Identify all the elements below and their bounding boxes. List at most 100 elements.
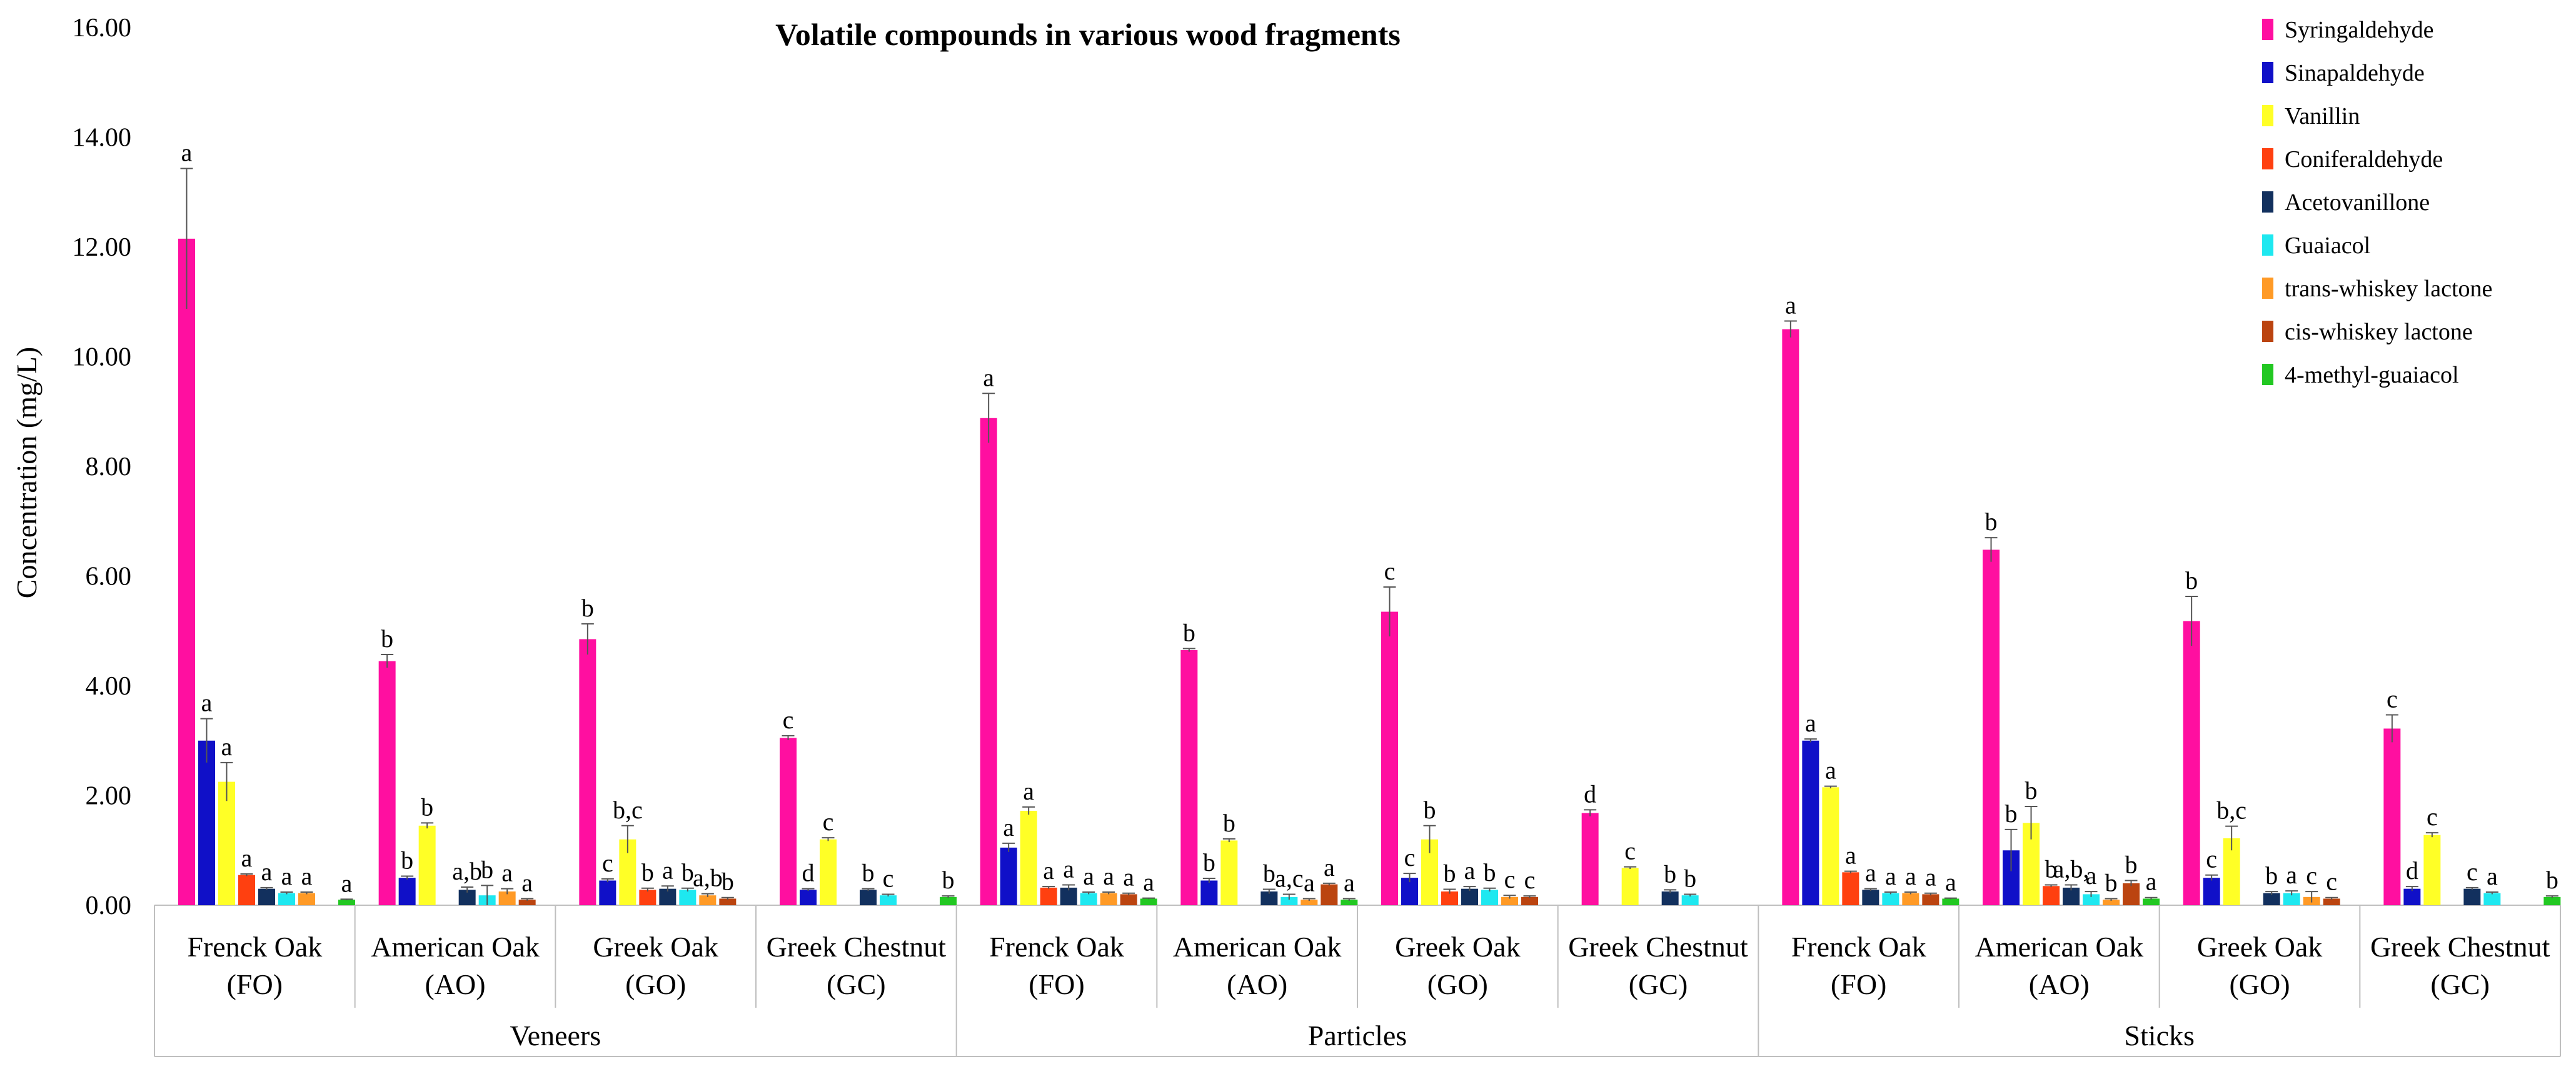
- significance-label: b: [1444, 860, 1456, 888]
- significance-label: a: [181, 139, 193, 167]
- significance-label: a: [1805, 709, 1816, 737]
- legend-swatch: [2262, 148, 2273, 169]
- bar: [599, 880, 616, 905]
- significance-label: b: [1484, 858, 1496, 886]
- y-tick-label: 10.00: [73, 343, 132, 372]
- significance-label: c: [2206, 845, 2217, 873]
- significance-label: b: [2105, 868, 2118, 896]
- category-label: (GC): [1629, 968, 1688, 1000]
- y-tick-label: 4.00: [86, 672, 132, 701]
- bars-layer: [178, 168, 2561, 905]
- category-label: (GC): [827, 968, 886, 1000]
- bar: [880, 895, 897, 905]
- significance-label: a: [201, 689, 213, 717]
- category-label: (FO): [1029, 968, 1084, 1000]
- significance-label: b: [1223, 809, 1235, 837]
- significance-label: d: [1584, 780, 1596, 808]
- significance-label: b: [1664, 860, 1676, 888]
- significance-label: a: [1023, 777, 1034, 805]
- category-label: American Oak: [1975, 931, 2144, 963]
- bar: [1341, 900, 1358, 905]
- significance-label: d: [802, 859, 815, 887]
- bar: [1842, 872, 1859, 905]
- bar: [1100, 893, 1117, 905]
- significance-label: a: [341, 869, 353, 897]
- significance-label: a: [501, 859, 513, 887]
- significance-label: a: [1885, 862, 1896, 890]
- significance-label: a: [1785, 291, 1796, 319]
- bar: [1802, 740, 1819, 905]
- significance-label: a: [1344, 868, 1355, 896]
- group-label: Particles: [1308, 1020, 1407, 1051]
- significance-label: b: [1263, 860, 1275, 888]
- y-tick-label: 2.00: [86, 782, 132, 811]
- y-tick-label: 12.00: [73, 233, 132, 262]
- significance-label: a: [2286, 861, 2297, 889]
- bar: [1902, 893, 1919, 905]
- legend-entry: Coniferaldehyde: [2285, 146, 2443, 173]
- significance-label: b: [2025, 776, 2038, 805]
- category-label: (FO): [227, 968, 283, 1000]
- category-label: Greek Chestnut: [1568, 931, 1748, 963]
- bar: [418, 825, 436, 905]
- significance-label: c: [2326, 868, 2337, 896]
- bar: [1862, 890, 1879, 905]
- bar: [378, 661, 396, 905]
- significance-label: a: [1043, 856, 1054, 885]
- category-label: (FO): [1831, 968, 1886, 1000]
- category-label: Greek Oak: [2197, 931, 2323, 963]
- bar: [699, 895, 717, 905]
- y-tick-label: 14.00: [73, 124, 132, 153]
- bar: [1140, 898, 1157, 905]
- bar: [2543, 896, 2561, 905]
- bar: [2483, 893, 2501, 905]
- y-tick-label: 0.00: [86, 891, 132, 920]
- bar: [1501, 896, 1518, 905]
- legend-entry: cis-whiskey lactone: [2285, 319, 2473, 345]
- category-label: Greek Oak: [1395, 931, 1521, 963]
- bar: [2263, 893, 2280, 905]
- significance-label: b: [481, 855, 493, 883]
- significance-label: b: [1985, 508, 1998, 536]
- legend-swatch: [2262, 321, 2273, 342]
- bar: [2083, 894, 2100, 905]
- bar: [2323, 898, 2340, 905]
- significance-label: a: [1945, 868, 1956, 896]
- bar: [1401, 878, 1418, 905]
- significance-label: b: [2546, 866, 2558, 894]
- significance-label: b: [421, 793, 433, 821]
- significance-label: b: [401, 846, 413, 874]
- bar: [198, 740, 215, 905]
- bar: [1321, 884, 1338, 905]
- category-label: (GO): [625, 968, 686, 1000]
- bar: [338, 900, 355, 905]
- significance-label: c: [1524, 866, 1536, 894]
- significance-label: a: [2487, 862, 2498, 890]
- category-label: Greek Chestnut: [2370, 931, 2550, 963]
- category-label: American Oak: [371, 931, 540, 963]
- bar: [820, 839, 837, 905]
- y-axis-ticks: 0.00 2.00 4.00 6.00 8.00 10.00 12.00 14.00 16.00: [73, 14, 132, 920]
- significance-label: d: [2406, 856, 2418, 885]
- bar: [940, 896, 957, 905]
- significance-label: a: [1143, 868, 1154, 896]
- bar: [2383, 728, 2401, 905]
- category-label: Frenck Oak: [1791, 931, 1926, 963]
- y-tick-label: 6.00: [86, 563, 132, 591]
- significance-label: a,b,: [2053, 855, 2090, 883]
- significance-label: a: [1905, 862, 1916, 890]
- bar: [1260, 891, 1278, 905]
- significance-label: b: [1203, 848, 1215, 876]
- bar: [1942, 898, 1960, 905]
- significance-label: c: [1404, 843, 1416, 871]
- bar: [1381, 611, 1398, 905]
- significance-label: b: [641, 858, 654, 886]
- significance-label: a: [1003, 813, 1014, 841]
- significance-label: a: [2086, 861, 2097, 890]
- bar: [2063, 887, 2080, 905]
- legend-entry: trans-whiskey lactone: [2285, 276, 2492, 302]
- bar: [1983, 550, 2000, 905]
- bar: [2183, 621, 2200, 905]
- significance-label: c: [783, 706, 794, 734]
